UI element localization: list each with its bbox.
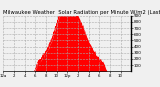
Text: Milwaukee Weather  Solar Radiation per Minute W/m2 (Last 24 Hours): Milwaukee Weather Solar Radiation per Mi…: [3, 10, 160, 15]
